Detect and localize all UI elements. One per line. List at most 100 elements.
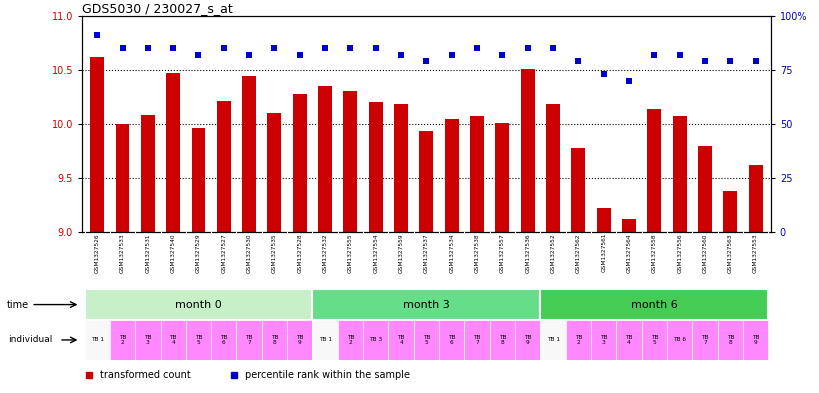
Point [293,51,306,58]
Bar [211,320,236,360]
Bar [141,115,155,232]
Text: transformed count: transformed count [100,370,191,380]
Bar [192,128,206,232]
Point [217,45,230,51]
Bar [691,320,717,360]
Text: GSM1327555: GSM1327555 [347,233,352,273]
Bar [242,76,256,232]
Text: GSM1327564: GSM1327564 [626,233,631,272]
Bar [748,165,762,232]
Point [521,45,534,51]
Point [268,45,281,51]
Bar [596,208,610,232]
Bar [90,57,104,232]
Point [394,51,407,58]
Text: GSM1327526: GSM1327526 [94,233,100,272]
Bar [110,320,135,360]
Point [470,45,483,51]
Text: TB
3: TB 3 [144,334,152,345]
Text: TB
9: TB 9 [523,334,531,345]
Bar [161,320,186,360]
Text: TB
7: TB 7 [245,334,252,345]
Text: TB
8: TB 8 [270,334,278,345]
Text: TB
2: TB 2 [119,334,126,345]
Bar [717,320,742,360]
Text: individual: individual [8,336,52,344]
Bar [616,320,641,360]
Bar [363,320,388,360]
Text: time: time [7,299,29,310]
Point [698,58,711,64]
Bar [742,320,767,360]
Text: GSM1327537: GSM1327537 [423,233,428,273]
Bar [166,73,180,232]
Bar [571,148,585,232]
Bar [236,320,261,360]
Point [166,45,179,51]
Text: GSM1327531: GSM1327531 [145,233,150,272]
Bar [369,102,382,232]
Text: GSM1327528: GSM1327528 [297,233,302,273]
Text: month 6: month 6 [630,299,676,310]
Point [242,51,256,58]
Bar [722,191,736,232]
Point [141,45,154,51]
Text: GSM1327534: GSM1327534 [449,233,454,273]
Text: month 0: month 0 [175,299,222,310]
Point [419,58,432,64]
Point [622,77,635,84]
Bar [318,86,332,232]
Point [369,45,382,51]
Text: GSM1327538: GSM1327538 [474,233,479,273]
Bar [186,320,211,360]
Point [748,58,761,64]
Bar [469,116,483,232]
Text: GSM1327559: GSM1327559 [398,233,403,273]
Text: TB
8: TB 8 [498,334,505,345]
Text: GSM1327560: GSM1327560 [702,233,707,272]
Bar [590,320,616,360]
Bar [640,320,666,360]
Text: GSM1327557: GSM1327557 [500,233,505,273]
Bar [216,101,230,232]
Point [596,71,609,77]
Point [647,51,660,58]
Text: TB
7: TB 7 [473,334,480,345]
Text: GSM1327532: GSM1327532 [322,233,328,273]
Bar [337,320,363,360]
Text: TB 1: TB 1 [319,338,331,342]
Bar [388,320,414,360]
Text: TB
2: TB 2 [346,334,354,345]
Text: GSM1327554: GSM1327554 [373,233,378,273]
Text: GSM1327561: GSM1327561 [600,233,605,272]
Text: GSM1327529: GSM1327529 [196,233,201,273]
Bar [292,94,306,232]
Bar [267,113,281,232]
Text: TB
3: TB 3 [600,334,607,345]
Bar [666,320,691,360]
Text: TB
8: TB 8 [726,334,733,345]
Bar [312,289,540,320]
Text: GSM1327533: GSM1327533 [120,233,124,273]
Point [495,51,509,58]
Point [545,45,559,51]
Bar [697,147,711,232]
Text: TB 1: TB 1 [91,338,103,342]
Point [91,32,104,38]
Text: GSM1327530: GSM1327530 [247,233,251,273]
Text: GSM1327535: GSM1327535 [272,233,277,273]
Bar [444,119,458,232]
Text: GSM1327552: GSM1327552 [550,233,554,273]
Text: TB
2: TB 2 [574,334,581,345]
Bar [540,320,565,360]
Bar [514,320,540,360]
Text: TB
9: TB 9 [751,334,758,345]
Bar [115,124,129,232]
Bar [287,320,312,360]
Bar [414,320,438,360]
Bar [84,289,312,320]
Text: GSM1327563: GSM1327563 [727,233,732,272]
Point [343,45,356,51]
Text: TB
7: TB 7 [700,334,708,345]
Point [672,51,686,58]
